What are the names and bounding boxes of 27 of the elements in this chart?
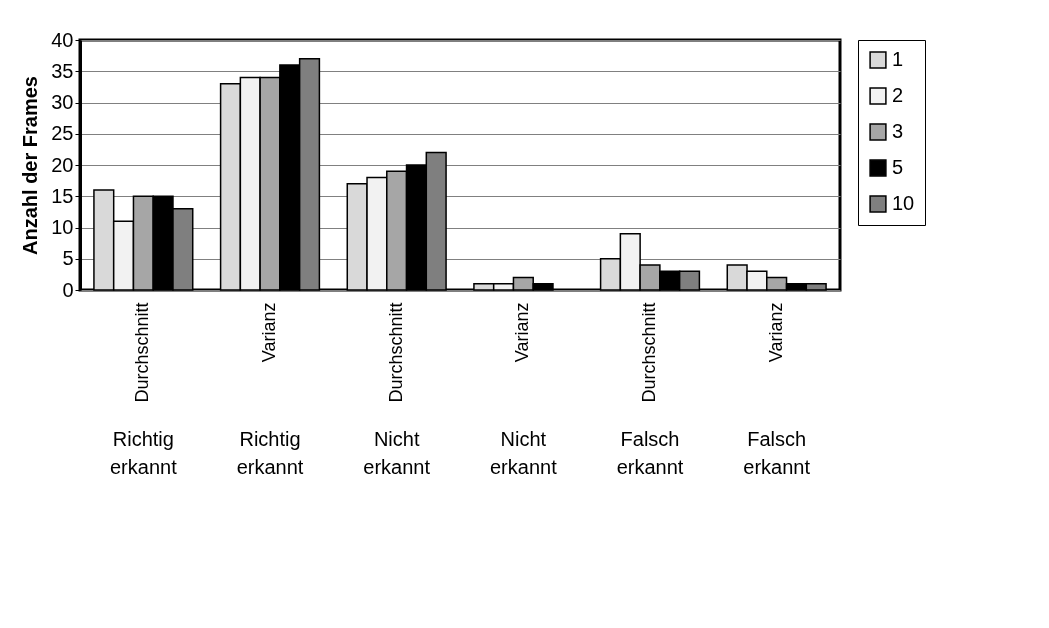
text: Richtig erkannt	[109, 428, 178, 478]
text: Falsch erkannt	[616, 428, 684, 478]
y-tick-label: 20	[51, 153, 74, 176]
y-tick-label: 15	[51, 184, 74, 207]
y-axis-title: Anzahl der Frames	[19, 76, 42, 255]
legend-label: 1	[892, 48, 904, 70]
legend-label: 10	[892, 192, 915, 214]
y-tick-label: 10	[51, 216, 74, 238]
legend-label: 5	[892, 156, 904, 178]
x-tick-label: Durchschnitt	[639, 302, 659, 403]
x-tick-label: Varianz	[259, 302, 279, 363]
x-tick-label: Varianz	[512, 302, 533, 363]
y-tick-label: 0	[62, 278, 74, 301]
text: Falsch erkannt	[743, 428, 811, 478]
y-tick-label: 25	[51, 122, 74, 145]
x-tick-label: Durchschnitt	[132, 302, 153, 403]
y-tick-label: 35	[51, 59, 74, 82]
text: Nicht erkannt	[363, 428, 431, 478]
y-tick-label: 40	[51, 28, 74, 51]
y-tick-label: 30	[51, 91, 74, 113]
x-tick-label: Durchschnitt	[385, 302, 406, 403]
legend-label: 3	[892, 120, 904, 142]
x-tick-label: Varianz	[765, 302, 786, 363]
legend-label: 2	[892, 84, 904, 106]
text: Nicht erkannt	[489, 428, 558, 478]
text: Richtig erkannt	[236, 428, 304, 478]
y-tick-label: 5	[62, 247, 74, 270]
